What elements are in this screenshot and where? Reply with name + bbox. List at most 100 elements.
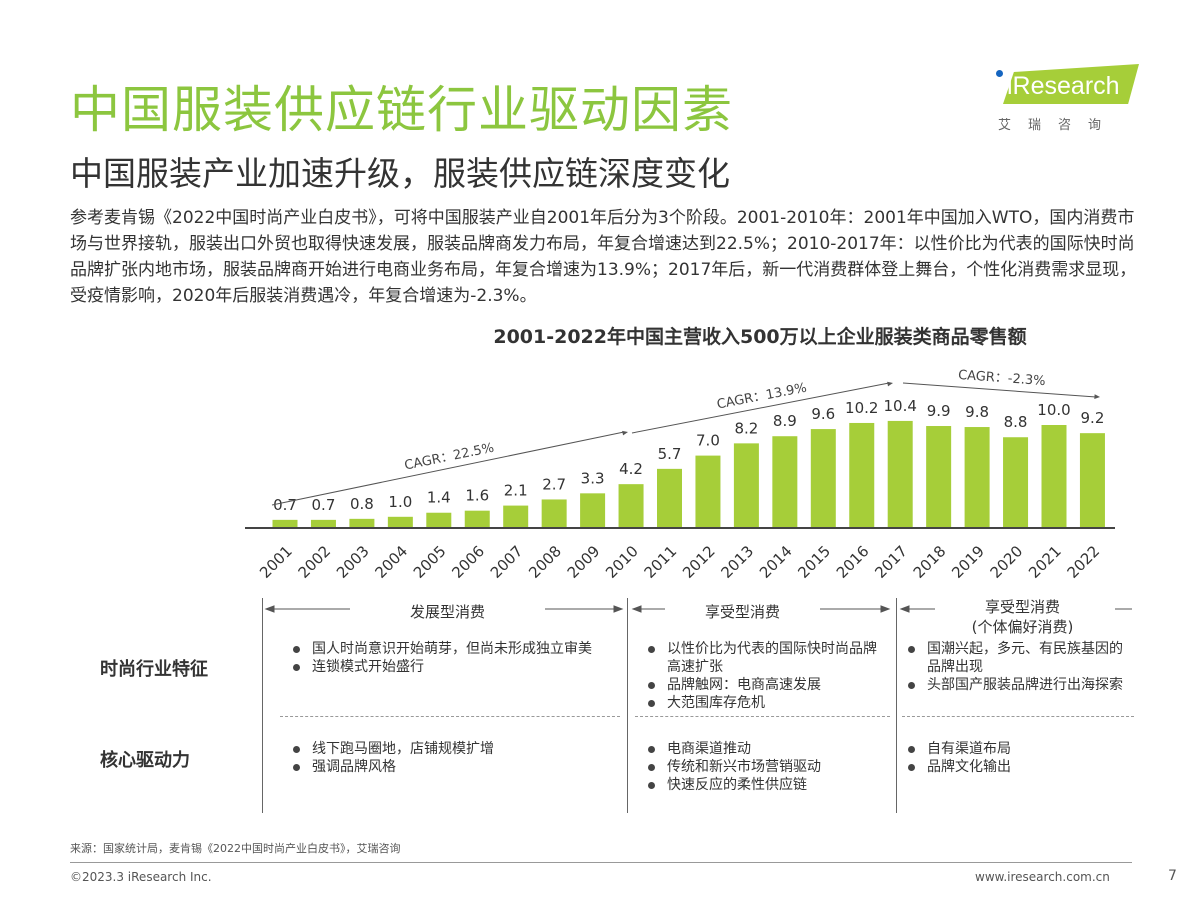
bullet-list: 线下跑马圈地，店铺规模扩增 强调品牌风格 (290, 740, 610, 776)
list-item: 连锁模式开始盛行 (290, 658, 610, 676)
x-tick-label: 2010 (602, 542, 642, 582)
bar (503, 505, 529, 527)
logo-subtitle: 艾瑞咨询 (998, 118, 1119, 133)
bar (272, 519, 298, 527)
phase-header: 发展型消费 (409, 603, 485, 621)
website-link[interactable]: www.iresearch.com.cn (975, 870, 1110, 884)
page-subtitle: 中国服装产业加速升级，服装供应链深度变化 (70, 154, 730, 193)
value-label: 8.2 (734, 419, 758, 437)
value-label: 0.8 (350, 495, 374, 513)
bar (657, 468, 682, 527)
phase-arrows (264, 605, 1132, 613)
x-tick-label: 2008 (525, 542, 565, 582)
divider (627, 598, 628, 813)
bar (464, 510, 490, 527)
x-tick-label: 2009 (564, 542, 604, 582)
bar (926, 426, 952, 527)
x-tick-label: 2001 (256, 542, 296, 582)
value-label: 1.0 (388, 493, 412, 511)
value-label: 1.6 (465, 487, 489, 505)
row-label: 核心驱动力 (100, 750, 190, 771)
cagr-arrow-head (887, 381, 893, 387)
list-item: 电商渠道推动 (645, 740, 880, 758)
bar (849, 422, 875, 527)
list-item: 国潮兴起，多元、有民族基因的品牌出现 (905, 640, 1135, 676)
x-tick-label: 2012 (679, 542, 719, 582)
bar (1041, 425, 1067, 527)
list-item: 大范围库存危机 (645, 694, 880, 712)
value-label: 10.2 (845, 399, 878, 417)
value-label: 8.8 (1004, 413, 1028, 431)
value-label: 10.0 (1037, 401, 1070, 419)
list-item: 强调品牌风格 (290, 758, 610, 776)
intro-paragraph: 参考麦肯锡《2022中国时尚产业白皮书》，可将中国服装产业自2001年后分为3个… (70, 208, 1137, 306)
value-label: 0.7 (312, 496, 336, 514)
bar (964, 427, 990, 527)
page-number: 7 (1168, 868, 1177, 884)
chart-title: 2001-2022年中国主营收入500万以上企业服装类商品零售额 (493, 326, 1027, 348)
x-tick-label: 2011 (641, 542, 681, 582)
value-label: 5.7 (658, 445, 682, 463)
bar (695, 455, 721, 527)
bullet-list: 自有渠道布局 品牌文化输出 (905, 740, 1135, 776)
row-label: 时尚行业特征 (100, 659, 208, 680)
x-tick-label: 2018 (910, 542, 950, 582)
bar (541, 499, 567, 527)
page-title: 中国服装供应链行业驱动因素 (70, 81, 733, 139)
value-label: 9.6 (811, 405, 835, 423)
phase-header: 享受型消费 (704, 603, 780, 621)
value-label: 4.2 (619, 460, 643, 478)
bar (887, 420, 913, 527)
footer-divider (70, 862, 1132, 863)
bar (1003, 437, 1029, 527)
x-tick-label: 2013 (717, 542, 757, 582)
x-tick-label: 2021 (1025, 542, 1065, 582)
bar (426, 512, 452, 527)
bar (387, 516, 413, 527)
list-item: 传统和新兴市场营销驱动 (645, 758, 880, 776)
logo-text: iResearch (1007, 72, 1120, 100)
value-label: 7.0 (696, 432, 720, 450)
x-tick-label: 2006 (448, 542, 488, 582)
list-item: 线下跑马圈地，店铺规模扩增 (290, 740, 610, 758)
bullet-list: 国人时尚意识开始萌芽，但尚未形成独立审美 连锁模式开始盛行 (290, 640, 610, 676)
x-tick-label: 2007 (487, 542, 527, 582)
logo-dot (996, 70, 1003, 77)
cagr-arrow-head (622, 430, 628, 436)
row-divider (635, 716, 890, 717)
bar (310, 519, 336, 527)
list-item: 自有渠道布局 (905, 740, 1135, 758)
value-label: 8.9 (773, 412, 797, 430)
divider (262, 598, 263, 813)
cagr-label: CAGR：-2.3% (958, 368, 1046, 389)
x-tick-label: 2022 (1064, 542, 1104, 582)
bullet-list: 以性价比为代表的国际快时尚品牌高速扩张 品牌触网：电商高速发展 大范围库存危机 (645, 640, 880, 712)
x-tick-label: 2014 (756, 542, 796, 582)
list-item: 品牌文化输出 (905, 758, 1135, 776)
phase-header: 享受型消费 (个体偏好消费) (971, 598, 1074, 636)
cagr-arrow-line (631, 382, 890, 434)
divider (896, 598, 897, 813)
bullet-list: 国潮兴起，多元、有民族基因的品牌出现 头部国产服装品牌进行出海探索 (905, 640, 1135, 694)
bar (1079, 433, 1105, 527)
x-tick-label: 2020 (987, 542, 1027, 582)
bar (580, 493, 606, 527)
bullet-list: 电商渠道推动 传统和新兴市场营销驱动 快速反应的柔性供应链 (645, 740, 880, 794)
value-label: 9.8 (965, 403, 989, 421)
list-item: 国人时尚意识开始萌芽，但尚未形成独立审美 (290, 640, 610, 658)
list-item: 以性价比为代表的国际快时尚品牌高速扩张 (645, 640, 880, 676)
x-tick-label: 2005 (410, 542, 450, 582)
cagr-arrow-head (1094, 394, 1100, 399)
value-label: 9.2 (1081, 409, 1105, 427)
value-label: 2.1 (504, 482, 528, 500)
bar (349, 518, 375, 527)
value-label: 10.4 (883, 397, 916, 415)
bar (618, 484, 644, 527)
value-label: 9.9 (927, 402, 951, 420)
bar (772, 436, 798, 527)
value-label: 3.3 (581, 469, 605, 487)
list-item: 头部国产服装品牌进行出海探索 (905, 676, 1135, 694)
x-tick-label: 2004 (371, 542, 411, 582)
bar-chart: 0.7 2001 0.7 2002 0.8 2003 1.0 2004 1.4 2005 1.6 20… (245, 368, 1115, 582)
x-tick-label: 2017 (871, 542, 911, 582)
